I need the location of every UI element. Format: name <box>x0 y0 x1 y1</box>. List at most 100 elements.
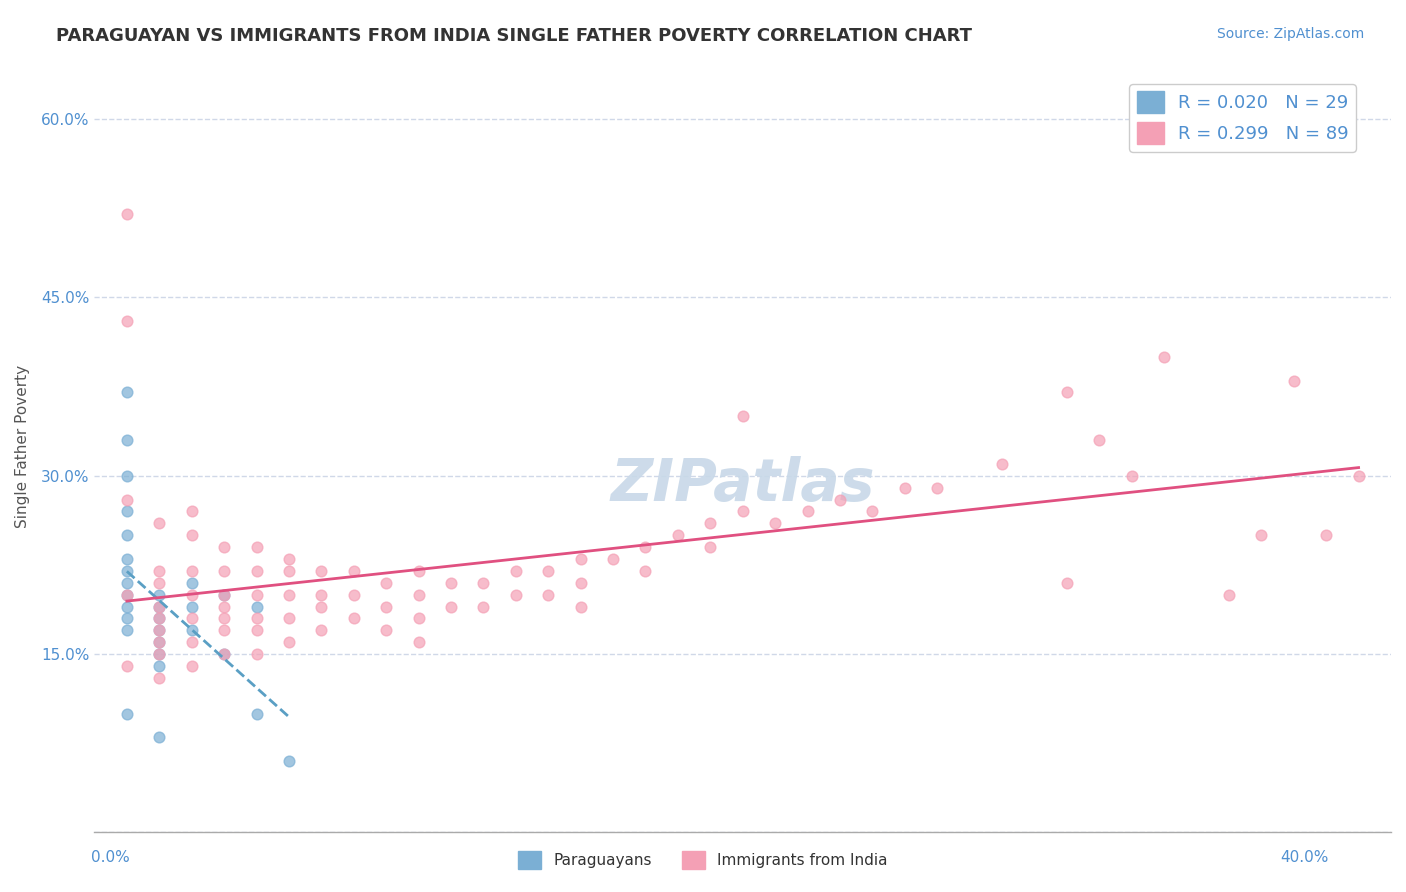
Point <box>278 588 301 602</box>
Point <box>278 635 301 649</box>
Point <box>115 504 138 518</box>
Point <box>115 433 138 447</box>
Point <box>180 564 202 578</box>
Point <box>115 611 138 625</box>
Point <box>699 516 721 531</box>
Text: 40.0%: 40.0% <box>1281 850 1329 865</box>
Point <box>115 706 138 721</box>
Point <box>115 207 138 221</box>
Point <box>278 754 301 768</box>
Point <box>408 564 430 578</box>
Point <box>212 624 235 638</box>
Point <box>180 659 202 673</box>
Point <box>311 564 333 578</box>
Point <box>180 635 202 649</box>
Point <box>343 564 366 578</box>
Point <box>1056 575 1078 590</box>
Point <box>115 575 138 590</box>
Point <box>505 588 527 602</box>
Point <box>115 468 138 483</box>
Point <box>1250 528 1272 542</box>
Point <box>180 599 202 614</box>
Point <box>148 647 170 661</box>
Point <box>115 588 138 602</box>
Point <box>148 624 170 638</box>
Point <box>537 564 560 578</box>
Point <box>278 564 301 578</box>
Point <box>212 647 235 661</box>
Point <box>731 504 754 518</box>
Point <box>927 481 949 495</box>
Point <box>212 647 235 661</box>
Point <box>115 552 138 566</box>
Point <box>180 575 202 590</box>
Point <box>115 588 138 602</box>
Point <box>148 611 170 625</box>
Point <box>212 611 235 625</box>
Point <box>212 588 235 602</box>
Point <box>537 588 560 602</box>
Point <box>699 540 721 554</box>
Point <box>115 314 138 328</box>
Point <box>440 599 463 614</box>
Point <box>115 624 138 638</box>
Point <box>115 528 138 542</box>
Point <box>148 599 170 614</box>
Point <box>245 599 267 614</box>
Point <box>212 564 235 578</box>
Point <box>569 599 592 614</box>
Point <box>180 611 202 625</box>
Point <box>1121 468 1143 483</box>
Point <box>311 588 333 602</box>
Text: 0.0%: 0.0% <box>91 850 131 865</box>
Point <box>148 635 170 649</box>
Point <box>505 564 527 578</box>
Point <box>375 624 398 638</box>
Point <box>148 588 170 602</box>
Point <box>148 731 170 745</box>
Point <box>408 611 430 625</box>
Point <box>148 599 170 614</box>
Point <box>796 504 818 518</box>
Point <box>375 599 398 614</box>
Point <box>860 504 883 518</box>
Point <box>245 647 267 661</box>
Point <box>180 528 202 542</box>
Point <box>894 481 917 495</box>
Point <box>148 659 170 673</box>
Point <box>148 671 170 685</box>
Point <box>1347 468 1369 483</box>
Point <box>472 575 495 590</box>
Point <box>1056 385 1078 400</box>
Point <box>245 564 267 578</box>
Point <box>245 611 267 625</box>
Point <box>245 588 267 602</box>
Point <box>115 599 138 614</box>
Point <box>731 409 754 424</box>
Point <box>278 552 301 566</box>
Point <box>245 540 267 554</box>
Point <box>245 706 267 721</box>
Text: ZIPatlas: ZIPatlas <box>610 456 875 513</box>
Legend: R = 0.020   N = 29, R = 0.299   N = 89: R = 0.020 N = 29, R = 0.299 N = 89 <box>1129 84 1355 152</box>
Point <box>408 635 430 649</box>
Point <box>343 588 366 602</box>
Point <box>440 575 463 590</box>
Point <box>569 575 592 590</box>
Point <box>1315 528 1337 542</box>
Point <box>602 552 624 566</box>
Point <box>148 611 170 625</box>
Point <box>343 611 366 625</box>
Point <box>180 624 202 638</box>
Point <box>472 599 495 614</box>
Point <box>828 492 851 507</box>
Point <box>148 624 170 638</box>
Point <box>278 611 301 625</box>
Point <box>148 635 170 649</box>
Point <box>375 575 398 590</box>
Point <box>212 588 235 602</box>
Point <box>115 492 138 507</box>
Point <box>148 647 170 661</box>
Point <box>311 599 333 614</box>
Point <box>180 588 202 602</box>
